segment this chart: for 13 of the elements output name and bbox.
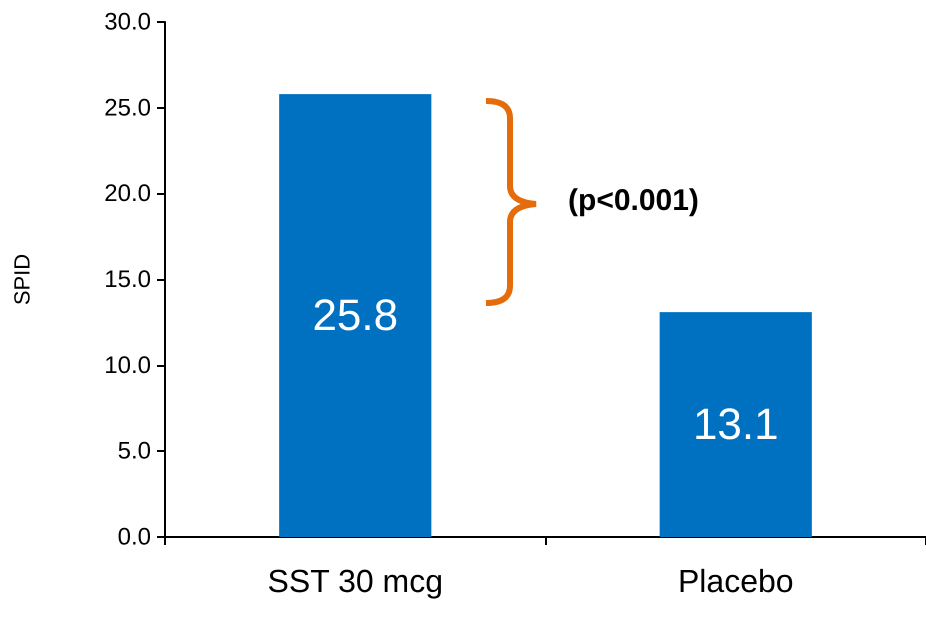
x-tick-label: SST 30 mcg bbox=[268, 563, 443, 599]
x-tick-label: Placebo bbox=[678, 563, 794, 599]
y-axis-title: SPID bbox=[10, 254, 34, 306]
y-tick-label: 15.0 bbox=[104, 266, 151, 293]
y-tick-label: 30.0 bbox=[104, 8, 151, 36]
y-tick-label: 10.0 bbox=[104, 352, 151, 379]
data-label: 25.8 bbox=[312, 291, 398, 340]
data-label: 13.1 bbox=[692, 400, 779, 450]
y-tick-label: 5.0 bbox=[118, 438, 151, 465]
y-tick-label: 20.0 bbox=[104, 180, 151, 208]
y-tick-label: 0.0 bbox=[118, 524, 151, 550]
y-tick-label: 25.0 bbox=[104, 94, 151, 122]
annotation: (p<0.001) bbox=[568, 184, 699, 218]
